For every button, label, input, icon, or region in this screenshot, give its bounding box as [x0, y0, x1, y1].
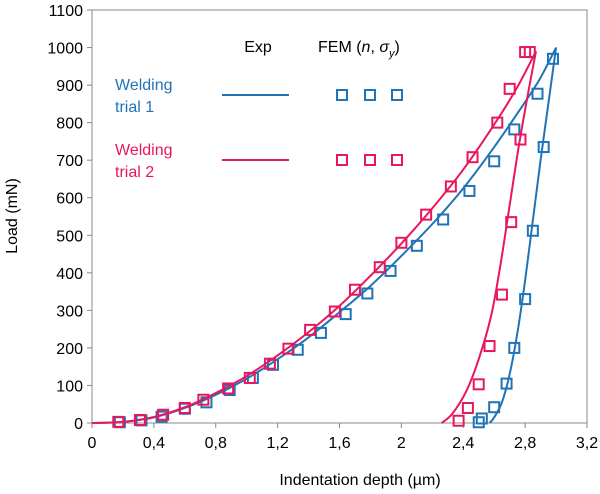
series-1-fem-point: [361, 287, 374, 300]
series-2-fem-point: [503, 82, 516, 95]
series-2-fem-point: [472, 378, 485, 391]
series-2-fem-point: [304, 323, 317, 336]
series-1-fem-point: [537, 141, 550, 154]
series-2-fem-point: [282, 342, 295, 355]
y-tick-label: 700: [56, 153, 83, 170]
legend-header-exp: Exp: [244, 39, 272, 56]
x-tick-label: 3,2: [576, 435, 598, 452]
series-1-fem-point: [488, 401, 501, 414]
series-2-fem-point: [495, 288, 508, 301]
legend-label-line2: trial 2: [115, 164, 154, 181]
series-1-fem-point: [508, 341, 521, 354]
y-tick-label: 200: [56, 341, 83, 358]
series-2-fem-point: [112, 415, 125, 428]
series-2-fem-point: [483, 340, 496, 353]
y-tick-label: 0: [74, 416, 83, 433]
y-tick-label: 800: [56, 116, 83, 133]
series-2-fem-point: [420, 208, 433, 221]
series-1-fem-point: [410, 239, 423, 252]
legend-fem-marker: [364, 154, 376, 166]
x-tick-label: 1,6: [328, 435, 350, 452]
legend-label-line1: Welding: [115, 142, 173, 159]
series-2-fem-point: [197, 393, 210, 406]
series-2-fem-point: [461, 401, 474, 414]
series-2-fem-point: [328, 305, 341, 318]
series-1-fem-point: [526, 224, 539, 237]
series-2: [91, 46, 537, 428]
legend-label-line1: Welding: [115, 77, 173, 94]
y-tick-label: 600: [56, 191, 83, 208]
legend: Exp FEM (n, σy) Welding trial 1 Welding trial…: [115, 39, 403, 181]
y-tick-label: 400: [56, 266, 83, 283]
y-tick-label: 1100: [49, 3, 84, 20]
series-1-fem-point: [546, 52, 559, 65]
series-1-fem-point: [488, 155, 501, 168]
series-2-fem-point: [514, 133, 527, 146]
y-tick-label: 100: [56, 378, 83, 395]
series-2-fem-point: [243, 371, 256, 384]
y-tick-label: 900: [56, 78, 83, 95]
series-1-exp-loading-line: [91, 47, 557, 424]
series-1: [91, 47, 559, 429]
series-2-fem-point: [452, 414, 465, 427]
series-2-fem-point: [222, 382, 235, 395]
series-2-fem-point: [519, 46, 532, 59]
x-tick-label: 2,4: [452, 435, 474, 452]
y-tick-label: 1000: [47, 41, 83, 58]
series-1-fem-point: [463, 184, 476, 197]
legend-fem-marker: [391, 154, 403, 166]
series-2-fem-point: [395, 236, 408, 249]
series-2-fem-point: [133, 413, 146, 426]
y-axis-title: Load (mN): [4, 178, 21, 254]
legend-fem-marker: [336, 154, 348, 166]
series-1-fem-point: [519, 293, 532, 306]
series-1-fem-point: [472, 416, 485, 429]
series-layer: [91, 46, 559, 429]
series-2-fem-point: [263, 357, 276, 370]
x-tick-label: 0,8: [205, 435, 227, 452]
legend-fem-marker: [391, 89, 403, 101]
series-2-fem-point: [157, 408, 170, 421]
x-tick-label: 1,2: [267, 435, 289, 452]
series-2-fem-point: [348, 283, 361, 296]
series-1-fem-point: [508, 123, 521, 136]
series-1-fem-point: [475, 412, 488, 425]
y-tick-label: 300: [56, 303, 83, 320]
x-tick-label: 2: [397, 435, 406, 452]
series-1-fem-point: [500, 377, 513, 390]
series-2-fem-point: [444, 180, 457, 193]
x-tick-label: 2,8: [514, 435, 536, 452]
legend-fem-marker: [336, 89, 348, 101]
series-1-fem-point: [437, 213, 450, 226]
x-tick-label: 0: [88, 435, 97, 452]
x-axis-title: Indentation depth (µm): [279, 472, 440, 489]
series-1-fem-point: [531, 87, 544, 100]
legend-fem-marker: [364, 89, 376, 101]
legend-header-fem: FEM (n, σy): [318, 39, 400, 60]
legend-label-line2: trial 1: [115, 99, 154, 116]
x-tick-label: 0,4: [143, 435, 165, 452]
axes: 0 100 200 300 400 500 600 700 800 900 1000 1100 0 0,4…: [47, 3, 598, 452]
series-2-fem-point: [505, 216, 518, 229]
series-2-fem-point: [466, 151, 479, 164]
series-2-fem-point: [373, 261, 386, 274]
series-2-exp-loading-line: [91, 50, 537, 424]
series-2-fem-point: [491, 116, 504, 129]
y-tick-label: 500: [56, 228, 83, 245]
series-2-fem-point: [178, 401, 191, 414]
